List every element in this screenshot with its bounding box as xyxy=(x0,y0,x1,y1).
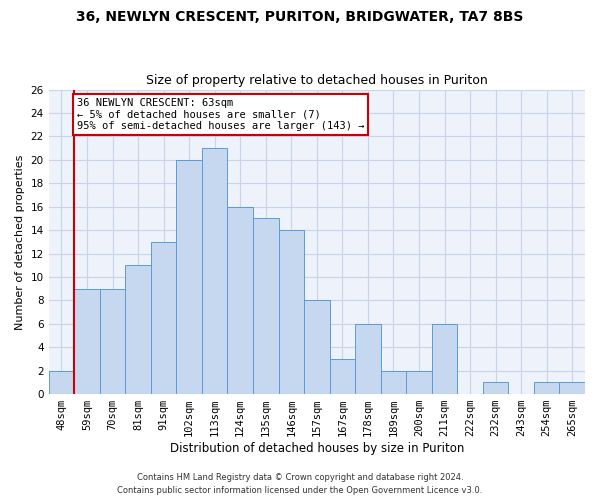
Y-axis label: Number of detached properties: Number of detached properties xyxy=(15,154,25,330)
Bar xyxy=(176,160,202,394)
Bar xyxy=(278,230,304,394)
Bar xyxy=(534,382,559,394)
Text: 36, NEWLYN CRESCENT, PURITON, BRIDGWATER, TA7 8BS: 36, NEWLYN CRESCENT, PURITON, BRIDGWATER… xyxy=(76,10,524,24)
Bar xyxy=(125,265,151,394)
Bar xyxy=(151,242,176,394)
Title: Size of property relative to detached houses in Puriton: Size of property relative to detached ho… xyxy=(146,74,488,87)
Text: Contains HM Land Registry data © Crown copyright and database right 2024.
Contai: Contains HM Land Registry data © Crown c… xyxy=(118,474,482,495)
Bar xyxy=(380,370,406,394)
Bar xyxy=(355,324,380,394)
Bar xyxy=(406,370,432,394)
Bar xyxy=(100,288,125,394)
Bar xyxy=(559,382,585,394)
Text: 36 NEWLYN CRESCENT: 63sqm
← 5% of detached houses are smaller (7)
95% of semi-de: 36 NEWLYN CRESCENT: 63sqm ← 5% of detach… xyxy=(77,98,364,131)
X-axis label: Distribution of detached houses by size in Puriton: Distribution of detached houses by size … xyxy=(170,442,464,455)
Bar xyxy=(49,370,74,394)
Bar xyxy=(432,324,457,394)
Bar xyxy=(227,206,253,394)
Bar xyxy=(304,300,329,394)
Bar xyxy=(329,359,355,394)
Bar xyxy=(74,288,100,394)
Bar xyxy=(483,382,508,394)
Bar xyxy=(253,218,278,394)
Bar xyxy=(202,148,227,394)
